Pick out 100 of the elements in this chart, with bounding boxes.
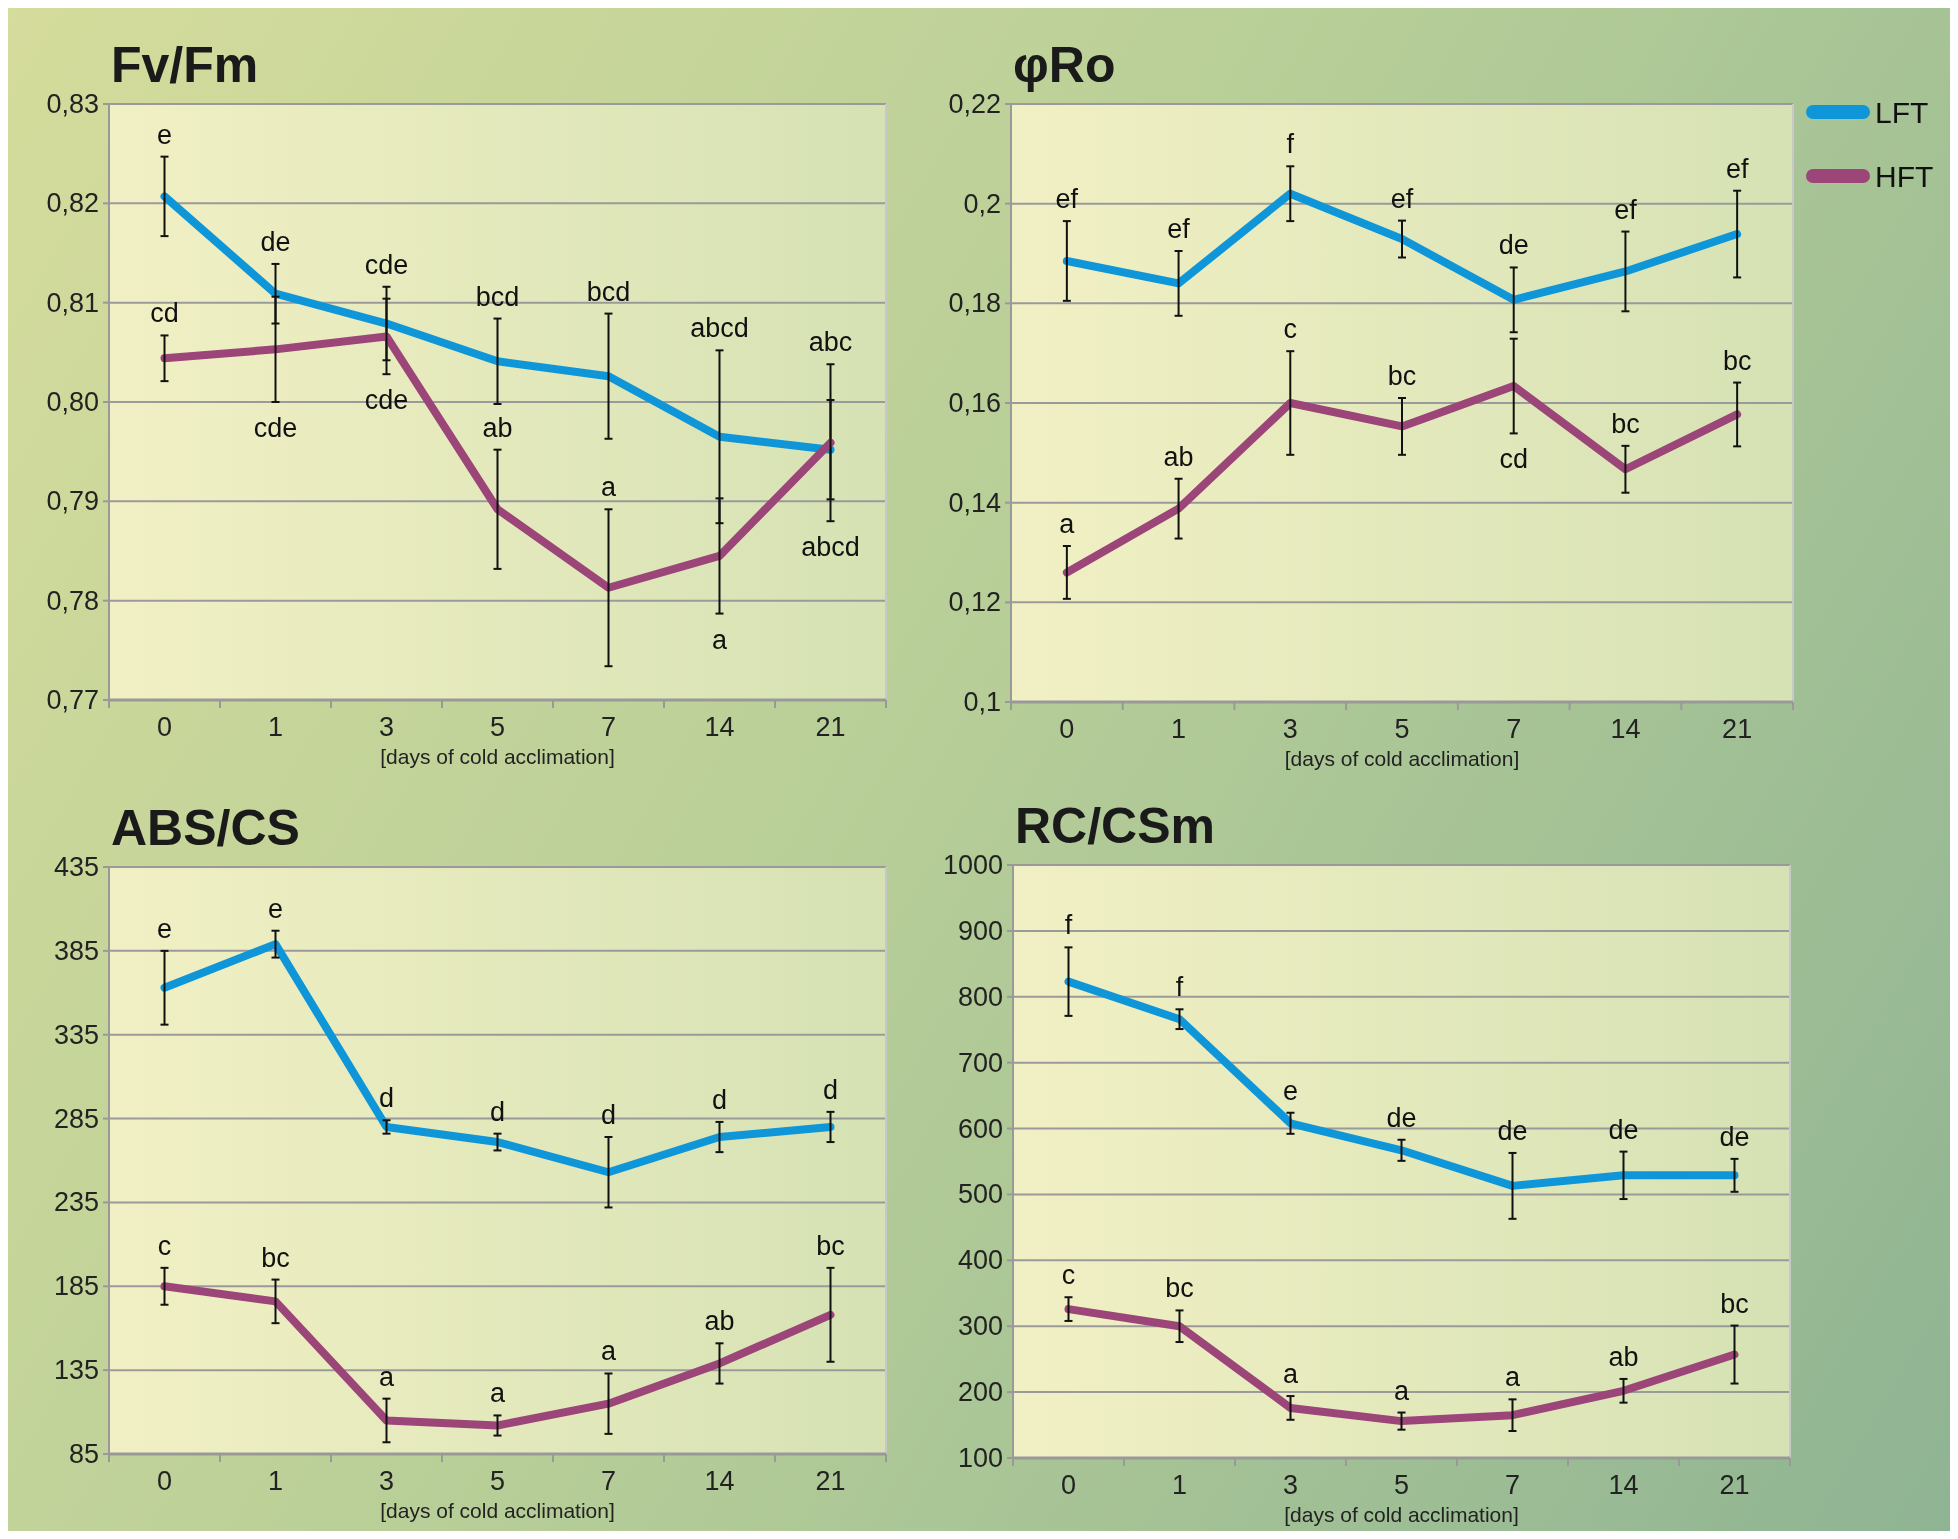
annotation: f — [1175, 972, 1184, 1003]
annotation: e — [156, 119, 173, 150]
x-tick-label: 14 — [1608, 1470, 1639, 1500]
annotation: cde — [364, 249, 409, 280]
annotation: a — [489, 1378, 506, 1409]
annotation: bc — [261, 1242, 290, 1273]
annotation: bc — [1720, 1288, 1749, 1319]
x-axis-title: [days of cold acclimation] — [380, 1499, 615, 1522]
x-tick-label: 1 — [1171, 714, 1187, 744]
y-tick-label: 435 — [53, 852, 99, 882]
annotation: f — [1064, 910, 1073, 941]
x-tick-label: 0 — [156, 712, 173, 742]
annotation: cde — [364, 385, 409, 416]
x-tick-label: 7 — [600, 1466, 617, 1496]
y-tick-label: 0,81 — [46, 287, 99, 318]
y-tick-label: 85 — [68, 1439, 99, 1469]
x-tick-label: 3 — [1282, 1470, 1299, 1500]
x-axis-title: [days of cold acclimation] — [1284, 1503, 1519, 1526]
legend-label: HFT — [1875, 159, 1934, 193]
annotation: a — [1504, 1362, 1521, 1393]
annotation: d — [378, 1083, 395, 1114]
annotation: de — [1498, 230, 1529, 261]
y-tick-label: 400 — [957, 1245, 1003, 1276]
annotation: a — [378, 1361, 395, 1392]
x-tick-label: 5 — [489, 1466, 506, 1496]
x-tick-label: 0 — [156, 1466, 173, 1496]
x-tick-label: 0 — [1059, 714, 1075, 744]
x-tick-label: 21 — [1722, 714, 1753, 744]
chart-title: φRo — [1013, 37, 1116, 93]
annotation: de — [1719, 1121, 1750, 1152]
y-tick-label: 0,14 — [948, 487, 1001, 518]
annotation: abc — [808, 327, 853, 358]
annotation: de — [1386, 1102, 1417, 1133]
x-axis-title: [days of cold acclimation] — [1284, 747, 1520, 770]
annotation: c — [1061, 1260, 1076, 1291]
x-axis-title: [days of cold acclimation] — [380, 745, 615, 768]
y-tick-label: 135 — [53, 1355, 99, 1386]
x-tick-label: 1 — [1171, 1470, 1188, 1500]
x-tick-label: 21 — [815, 712, 846, 742]
y-tick-label: 0,83 — [46, 89, 99, 119]
y-tick-label: 0,22 — [948, 89, 1001, 119]
y-tick-label: 0,1 — [963, 687, 1001, 717]
legend-label: LFT — [1875, 95, 1929, 129]
annotation: cd — [150, 298, 179, 329]
x-tick-label: 7 — [600, 712, 617, 742]
annotation: e — [1282, 1075, 1299, 1106]
annotation: d — [489, 1096, 506, 1127]
x-tick-label: 3 — [1282, 714, 1298, 744]
annotation: f — [1286, 129, 1295, 160]
y-tick-label: 800 — [957, 981, 1003, 1012]
annotation: c — [1283, 314, 1298, 345]
x-tick-label: 14 — [704, 712, 735, 742]
annotation: ab — [704, 1306, 735, 1337]
x-tick-label: 14 — [704, 1466, 735, 1496]
annotation: e — [267, 893, 284, 924]
x-tick-label: 3 — [378, 1466, 395, 1496]
annotation: a — [600, 472, 617, 503]
annotation: d — [711, 1084, 728, 1115]
y-tick-label: 500 — [957, 1179, 1003, 1210]
x-tick-label: 5 — [1393, 1470, 1410, 1500]
chart-title: RC/CSm — [1015, 798, 1216, 854]
x-tick-label: 1 — [267, 712, 284, 742]
y-tick-label: 235 — [53, 1187, 99, 1218]
annotation: bc — [1611, 408, 1640, 439]
y-tick-label: 0,82 — [46, 188, 99, 219]
annotation: de — [1497, 1115, 1528, 1146]
annotation: cd — [1499, 444, 1528, 475]
y-tick-label: 185 — [53, 1271, 99, 1302]
y-tick-label: 0,79 — [46, 486, 99, 517]
annotation: de — [1608, 1114, 1639, 1145]
annotation: a — [711, 624, 728, 655]
annotation: ab — [1608, 1341, 1639, 1372]
annotation: bc — [1387, 361, 1417, 392]
x-tick-label: 7 — [1504, 1470, 1521, 1500]
y-tick-label: 335 — [53, 1019, 99, 1050]
annotation: d — [822, 1074, 839, 1105]
y-tick-label: 300 — [957, 1311, 1003, 1342]
annotation: ef — [1614, 194, 1638, 225]
annotation: c — [157, 1230, 172, 1261]
y-tick-label: 200 — [957, 1377, 1003, 1408]
annotation: e — [156, 913, 173, 944]
annotation: a — [1393, 1375, 1410, 1406]
annotation: ef — [1167, 214, 1191, 245]
annotation: bc — [1722, 345, 1752, 376]
y-tick-label: 285 — [53, 1103, 99, 1134]
x-tick-label: 3 — [378, 712, 395, 742]
annotation: ef — [1055, 184, 1079, 215]
x-tick-label: 5 — [489, 712, 506, 742]
x-tick-label: 7 — [1506, 714, 1522, 744]
annotation: ef — [1725, 153, 1749, 184]
y-tick-label: 0,2 — [963, 188, 1001, 219]
annotation: d — [600, 1100, 617, 1131]
annotation: ef — [1390, 183, 1414, 214]
y-tick-label: 0,78 — [46, 585, 99, 616]
chart-title: Fv/Fm — [111, 37, 259, 93]
annotation: abcd — [801, 532, 860, 563]
chart-title: ABS/CS — [111, 800, 300, 856]
x-tick-label: 21 — [1719, 1470, 1750, 1500]
x-tick-label: 1 — [267, 1466, 284, 1496]
x-tick-label: 5 — [1394, 714, 1410, 744]
